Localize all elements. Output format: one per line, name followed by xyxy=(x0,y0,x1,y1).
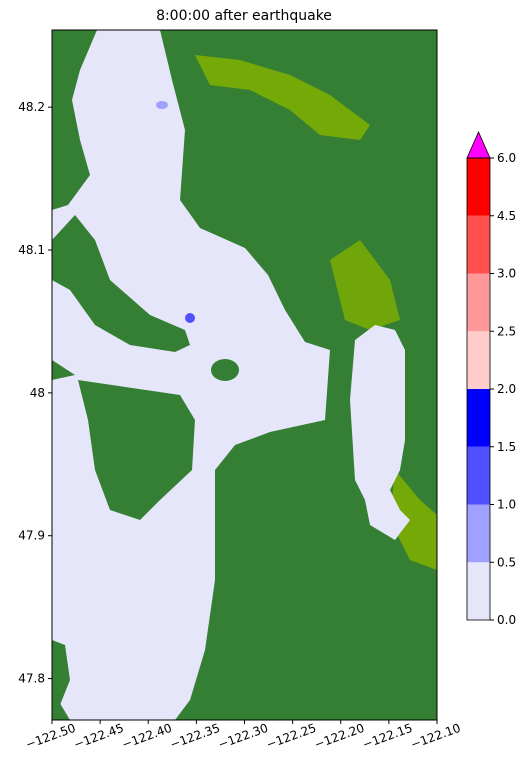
shallow-land xyxy=(195,55,370,140)
colorbar-bin xyxy=(467,562,490,620)
shallow-land xyxy=(330,240,400,330)
colorbar-tick-label: 6.0 xyxy=(497,151,516,165)
y-tick-label: 47.8 xyxy=(18,672,45,686)
map xyxy=(52,30,437,720)
x-tick-label: −122.15 xyxy=(361,721,415,752)
colorbar-tick-label: 0.5 xyxy=(497,555,516,569)
water xyxy=(52,30,330,720)
x-tick-label: −122.10 xyxy=(409,721,463,752)
colorbar-bin xyxy=(467,215,490,274)
x-tick-label: −122.40 xyxy=(120,721,174,752)
wave-spot xyxy=(185,313,195,323)
x-tick-label: −122.25 xyxy=(264,721,318,752)
x-tick-label: −122.45 xyxy=(72,721,126,752)
y-tick-label: 48 xyxy=(30,386,45,400)
y-tick-label: 48.1 xyxy=(18,243,45,257)
land xyxy=(52,640,70,705)
land xyxy=(52,215,190,352)
x-tick-label: −122.20 xyxy=(313,721,367,752)
colorbar-tick-label: 2.5 xyxy=(497,324,516,338)
island xyxy=(103,470,145,515)
colorbar-bin xyxy=(467,158,490,216)
shallow-land xyxy=(390,470,437,570)
colorbar-tick-label: 0.0 xyxy=(497,613,516,627)
chart-title: 8:00:00 after earthquake xyxy=(156,8,332,24)
colorbar-tick-label: 1.5 xyxy=(497,440,516,454)
x-tick-label: −122.50 xyxy=(24,721,78,752)
colorbar-tick-label: 2.0 xyxy=(497,382,516,396)
y-tick-label: 47.9 xyxy=(18,529,45,543)
colorbar-bin xyxy=(467,389,490,447)
colorbar-bin xyxy=(467,446,490,505)
island xyxy=(211,359,239,381)
colorbar-bin xyxy=(467,331,490,389)
colorbar-bin xyxy=(467,504,490,563)
y-tick-label: 48.2 xyxy=(18,100,45,114)
x-tick-label: −122.35 xyxy=(168,721,222,752)
colorbar-extend xyxy=(466,131,491,159)
colorbar-tick-label: 3.0 xyxy=(497,267,516,281)
colorbar-bin xyxy=(467,273,490,332)
water xyxy=(350,325,410,540)
x-tick-label: −122.30 xyxy=(216,721,270,752)
wave-spot xyxy=(156,101,168,109)
colorbar-tick-label: 4.5 xyxy=(497,209,516,223)
colorbar-tick-label: 1.0 xyxy=(497,498,516,512)
